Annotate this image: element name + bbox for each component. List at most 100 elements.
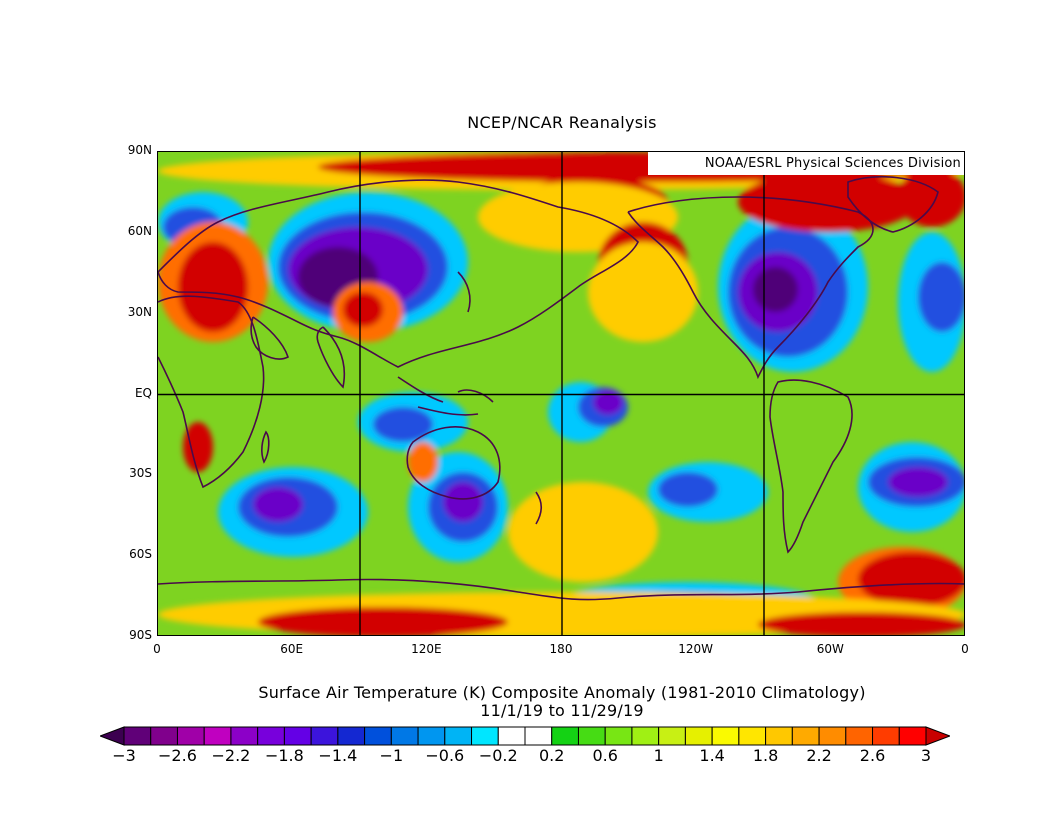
anomaly-map — [157, 151, 965, 636]
latitude-tick-label: 60S — [129, 547, 152, 562]
colorbar-swatch — [123, 726, 152, 746]
chart-title: NCEP/NCAR Reanalysis — [467, 113, 657, 132]
colorbar-swatch — [738, 726, 767, 746]
longitude-tick-label: 120E — [411, 642, 442, 656]
anomaly-region-cool — [658, 472, 718, 507]
anomaly-region-warm-strong — [183, 422, 213, 472]
caption-date-range: 11/1/19 to 11/29/19 — [480, 701, 644, 720]
colorbar-swatch — [765, 726, 793, 746]
longitude-tick-label: 0 — [961, 642, 969, 656]
latitude-tick-label: 60N — [127, 223, 152, 238]
anomaly-region-warm-strong — [258, 607, 508, 635]
anomaly-region-warm-strong — [343, 292, 383, 327]
colorbar-tick-label: 0.6 — [592, 746, 618, 765]
colorbar-swatch — [684, 726, 713, 746]
colorbar-swatch — [390, 726, 419, 746]
colorbar-swatch — [524, 726, 553, 746]
colorbar-swatch — [257, 726, 285, 746]
colorbar-tick-label: −1 — [379, 746, 404, 765]
colorbar-swatch — [310, 726, 339, 746]
anomaly-region-warm-strong — [758, 612, 964, 635]
longitude-tick-label: 60E — [280, 642, 304, 656]
colorbar-swatch — [658, 726, 686, 746]
colorbar-swatch — [711, 726, 740, 746]
colorbar-tick-label: 1.8 — [752, 746, 779, 765]
colorbar-tick-label: 1 — [653, 746, 664, 765]
colorbar-swatch — [791, 726, 820, 746]
anomaly-map-graphic — [158, 152, 964, 635]
coastline-australia — [406, 426, 501, 500]
latitude-tick-label: 30S — [129, 466, 152, 481]
colorbar-tick-label: −1.8 — [264, 746, 304, 765]
longitude-tick-label: 120W — [678, 642, 714, 656]
latitude-tick-label: 90S — [129, 628, 152, 642]
colorbar-swatch — [417, 726, 446, 746]
colorbar — [100, 726, 950, 746]
colorbar-swatch — [577, 726, 606, 746]
anomaly-region-cool-strong — [593, 390, 623, 415]
latitude-tick-label: 30N — [127, 304, 152, 319]
credit-label: NOAA/ESRL Physical Sciences Division — [648, 152, 964, 175]
colorbar-swatch — [497, 726, 526, 746]
coastline-new-zealand — [535, 491, 543, 525]
colorbar-tick-label: −2.6 — [158, 746, 197, 765]
colorbar-swatch — [631, 726, 660, 746]
colorbar-swatch — [337, 726, 366, 746]
colorbar-swatch — [283, 726, 312, 746]
colorbar-tick-label: −2.2 — [211, 746, 251, 765]
coastline-madagascar — [261, 430, 270, 464]
colorbar-tick-label: 1.4 — [699, 746, 725, 765]
latitude-tick-label: EQ — [134, 385, 152, 400]
anomaly-region-cool-strong — [253, 487, 303, 522]
colorbar-tick-label: −3 — [112, 746, 136, 765]
anomaly-region-cool — [373, 407, 433, 442]
anomaly-region-cool-deep — [753, 267, 798, 312]
coastline-north-america — [627, 196, 874, 380]
anomaly-region-cool — [918, 262, 964, 332]
colorbar-swatch — [845, 726, 874, 746]
anomaly-region-warm-strong — [738, 172, 918, 232]
colorbar-swatch — [230, 726, 259, 746]
anomaly-region-warm — [408, 442, 438, 482]
coastline-arabia — [250, 316, 289, 360]
coastline-greenland — [847, 176, 939, 233]
colorbar-tick-label: −0.6 — [425, 746, 465, 765]
anomaly-region-warm-strong — [178, 242, 248, 332]
coastline-africa — [158, 295, 265, 489]
graticule — [158, 152, 964, 635]
colorbar-swatch — [444, 726, 473, 746]
colorbar-swatch — [604, 726, 633, 746]
colorbar-tick-label: −1.4 — [318, 746, 358, 765]
anomaly-region-warm-strong — [898, 167, 964, 227]
colorbar-tick-label: 2.2 — [806, 746, 832, 765]
anomaly-region-cool-strong — [443, 482, 483, 522]
longitude-tick-label: 60W — [816, 642, 844, 656]
anomaly-region-warm-light — [508, 482, 658, 582]
coastlines — [158, 176, 964, 601]
colorbar-tick-label: 0.2 — [538, 746, 565, 765]
colorbar-swatch — [898, 726, 927, 746]
colorbar-swatch — [471, 726, 499, 746]
latitude-tick-label: 90N — [127, 143, 152, 157]
colorbar-swatch — [364, 726, 392, 746]
coastline-india — [316, 326, 346, 389]
colorbar-high-extend — [925, 726, 950, 746]
longitude-tick-label: 0 — [153, 642, 161, 656]
anomaly-region-warm-strong — [858, 552, 964, 607]
colorbar-tick-label: −0.2 — [478, 746, 518, 765]
colorbar-swatch — [176, 726, 205, 746]
colorbar-low-extend — [100, 726, 125, 746]
coastline-eurasia — [158, 179, 639, 368]
colorbar-swatch — [818, 726, 847, 746]
anomaly-region-warm-light — [588, 242, 698, 342]
coastline-south-america — [769, 379, 853, 554]
colorbar-swatch — [203, 726, 232, 746]
coastline-japan — [457, 271, 471, 313]
coastline-antarctica — [158, 578, 964, 601]
coastline-maritime-asia — [397, 376, 494, 416]
colorbar-swatch — [551, 726, 579, 746]
colorbar-tick-label: 2.6 — [859, 746, 886, 765]
anomaly-region-cool-strong — [888, 467, 948, 497]
longitude-tick-label: 180 — [549, 642, 573, 656]
colorbar-swatch — [150, 726, 178, 746]
